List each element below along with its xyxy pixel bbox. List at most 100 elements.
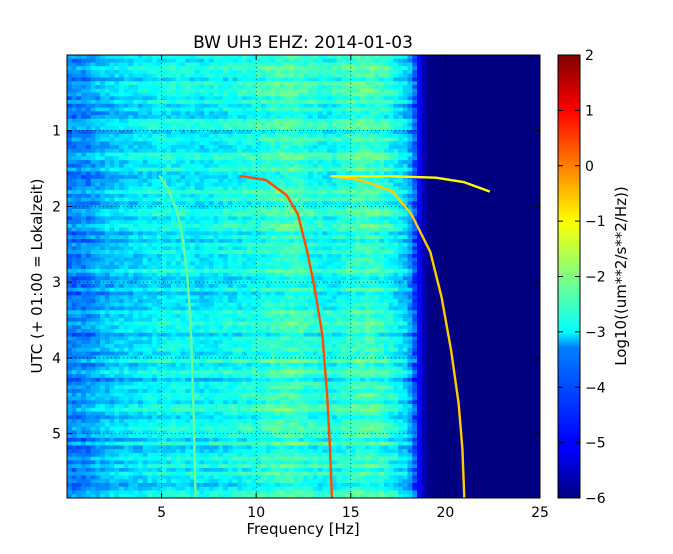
heatmap-cell <box>227 152 234 157</box>
heatmap-cell <box>128 238 134 244</box>
heatmap-cell <box>161 73 167 79</box>
heatmap-cell <box>317 85 324 90</box>
heatmap-cell <box>346 103 352 109</box>
heatmap-cell <box>279 81 286 86</box>
heatmap-cell <box>142 100 149 105</box>
heatmap-cell <box>137 190 144 195</box>
heatmap-cell <box>322 81 328 86</box>
heatmap-cell <box>497 193 503 199</box>
heatmap-cell <box>464 201 470 206</box>
heatmap-cell <box>119 141 125 146</box>
heatmap-cell <box>223 137 229 142</box>
heatmap-cell <box>185 122 191 127</box>
heatmap-cell <box>85 103 92 109</box>
heatmap-cell <box>535 193 540 199</box>
heatmap-cell <box>100 152 106 157</box>
heatmap-cell <box>194 220 201 225</box>
heatmap-cell <box>364 223 371 229</box>
heatmap-cell <box>450 205 456 210</box>
heatmap-cell <box>166 141 172 146</box>
heatmap-cell <box>294 223 300 229</box>
heatmap-cell <box>506 227 513 233</box>
heatmap-cell <box>90 231 96 236</box>
heatmap-cell <box>81 152 87 157</box>
heatmap-cell <box>213 85 219 90</box>
heatmap-cell <box>459 212 465 218</box>
heatmap-cell <box>317 141 324 146</box>
heatmap-cell <box>251 85 257 90</box>
heatmap-cell <box>85 160 92 165</box>
heatmap-cell <box>464 175 470 180</box>
heatmap-cell <box>506 238 513 244</box>
heatmap-cell <box>95 163 101 169</box>
heatmap-cell <box>350 148 357 154</box>
heatmap-cell <box>350 118 357 124</box>
heatmap-cell <box>487 85 494 90</box>
heatmap-cell <box>133 163 139 169</box>
heatmap-cell <box>369 238 376 244</box>
heatmap-cell <box>204 148 210 154</box>
heatmap-cell <box>417 216 423 221</box>
heatmap-cell <box>308 205 314 210</box>
heatmap-cell <box>492 227 499 233</box>
heatmap-cell <box>426 62 432 67</box>
heatmap-cell <box>279 141 286 146</box>
heatmap-cell <box>530 58 536 64</box>
heatmap-cell <box>152 92 158 97</box>
heatmap-cell <box>223 160 229 165</box>
heatmap-cell <box>341 205 347 210</box>
heatmap-cell <box>185 201 191 206</box>
heatmap-cell <box>435 220 442 225</box>
heatmap-cell <box>402 148 409 154</box>
heatmap-cell <box>90 70 96 75</box>
heatmap-cell <box>218 205 224 210</box>
heatmap-cell <box>383 193 390 199</box>
heatmap-cell <box>303 160 309 165</box>
heatmap-cell <box>303 133 309 139</box>
heatmap-cell <box>535 163 540 169</box>
heatmap-cell <box>322 107 328 112</box>
heatmap-cell <box>95 103 101 109</box>
heatmap-cell <box>369 133 376 139</box>
heatmap-cell <box>303 238 309 244</box>
heatmap-cell <box>530 175 536 180</box>
heatmap-cell <box>506 92 513 97</box>
heatmap-cell <box>223 235 229 240</box>
heatmap-cell <box>128 205 134 210</box>
heatmap-cell <box>171 103 177 109</box>
heatmap-cell <box>379 148 385 154</box>
heatmap-cell <box>284 160 290 165</box>
heatmap-cell <box>435 103 442 109</box>
heatmap-cell <box>137 227 144 233</box>
heatmap-cell <box>426 88 432 94</box>
heatmap-cell <box>440 137 446 142</box>
heatmap-cell <box>369 107 376 112</box>
heatmap-cell <box>435 130 442 135</box>
heatmap-cell <box>251 100 257 105</box>
heatmap-cell <box>85 58 92 64</box>
heatmap-cell <box>185 133 191 139</box>
heatmap-cell <box>161 190 167 195</box>
heatmap-cell <box>123 231 130 236</box>
heatmap-cell <box>256 130 262 135</box>
heatmap-cell <box>152 160 158 165</box>
heatmap-cell <box>535 220 540 225</box>
heatmap-cell <box>364 160 371 165</box>
heatmap-cell <box>506 100 513 105</box>
heatmap-cell <box>109 148 115 154</box>
heatmap-cell <box>511 81 517 86</box>
heatmap-cell <box>242 186 248 191</box>
heatmap-cell <box>388 58 394 64</box>
heatmap-cell <box>478 152 484 157</box>
heatmap-cell <box>133 186 139 191</box>
heatmap-cell <box>473 115 480 120</box>
heatmap-cell <box>450 92 456 97</box>
heatmap-cell <box>355 96 361 101</box>
heatmap-cell <box>242 107 248 112</box>
heatmap-cell <box>270 73 276 79</box>
heatmap-cell <box>402 190 409 195</box>
heatmap-cell <box>412 163 418 169</box>
heatmap-cell <box>331 77 338 82</box>
heatmap-cell <box>76 118 82 124</box>
heatmap-cell <box>516 231 522 236</box>
